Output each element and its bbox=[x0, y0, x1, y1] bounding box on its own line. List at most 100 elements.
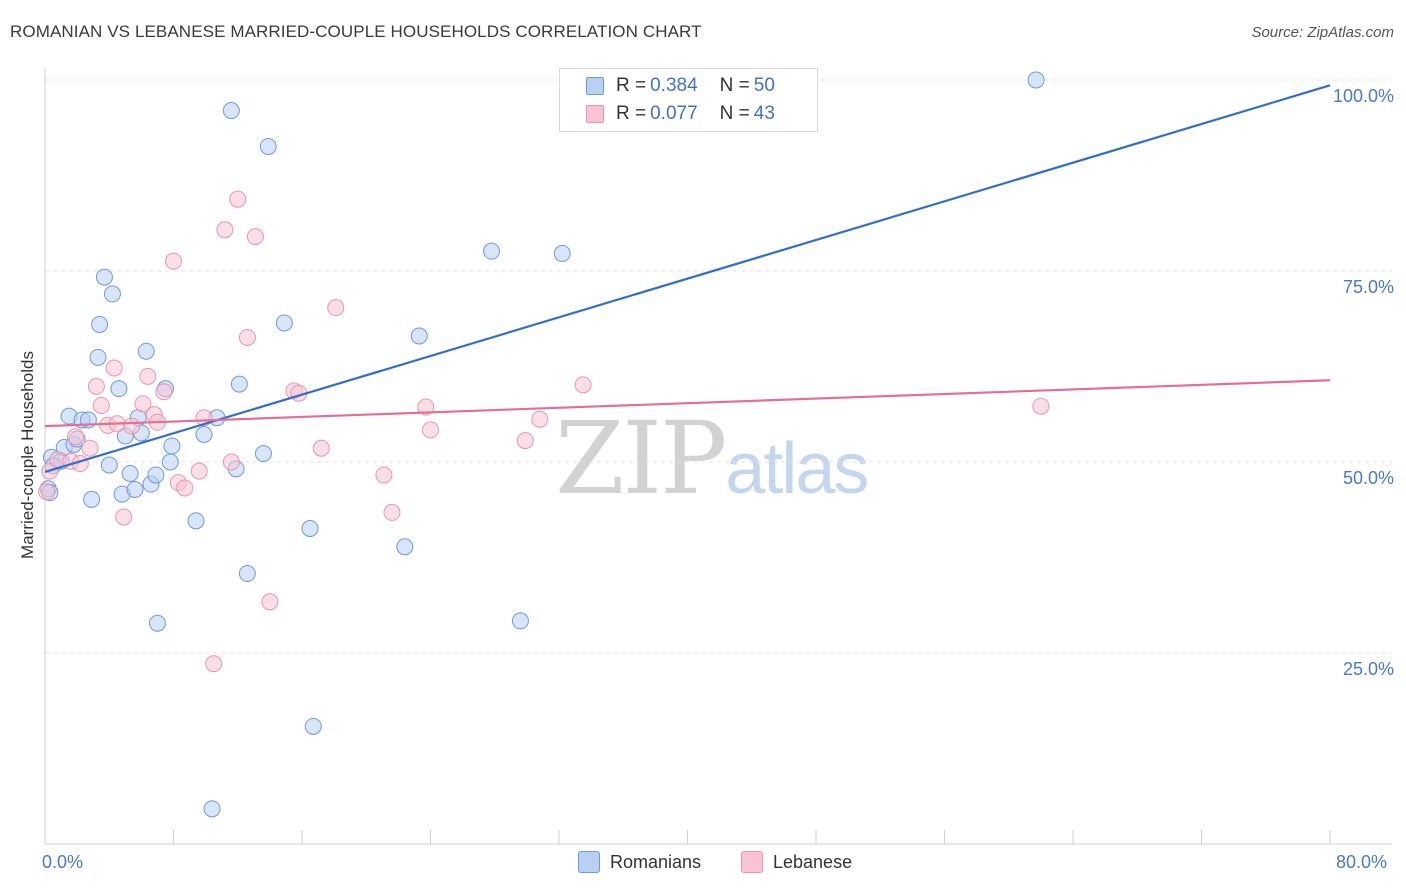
lebanese-point bbox=[176, 479, 194, 497]
lebanese-point bbox=[139, 367, 157, 385]
lebanese-point bbox=[312, 439, 330, 457]
y-tick-label: 50.0% bbox=[1342, 468, 1394, 488]
romanians-swatch bbox=[586, 77, 604, 95]
romanian-point bbox=[553, 244, 571, 262]
romanian-point bbox=[238, 565, 256, 583]
chart-title: ROMANIAN VS LEBANESE MARRIED-COUPLE HOUS… bbox=[10, 22, 702, 41]
lebanese-point bbox=[81, 439, 99, 457]
romanian-point bbox=[103, 285, 121, 303]
lebanese-point bbox=[516, 432, 534, 450]
legend-item-lebanese[interactable]: Lebanese bbox=[741, 851, 852, 873]
axes bbox=[44, 68, 1392, 845]
romanian-point bbox=[137, 342, 155, 360]
r-value: 0.077 bbox=[650, 103, 698, 124]
romanian-point bbox=[410, 327, 428, 345]
romanians-trend-line bbox=[44, 84, 1331, 473]
romanian-point bbox=[301, 519, 319, 537]
lebanese-point bbox=[92, 396, 110, 414]
y-tick-label: 75.0% bbox=[1342, 277, 1394, 297]
lebanese-point bbox=[115, 508, 133, 526]
lebanese-point bbox=[417, 398, 435, 416]
romanian-point bbox=[83, 490, 101, 508]
lebanese-point bbox=[222, 453, 240, 471]
lebanese-point bbox=[190, 462, 208, 480]
lebanese-point bbox=[327, 299, 345, 317]
legend-row-lebanese: R = 0.077 N = 43 bbox=[586, 102, 775, 126]
romanian-point bbox=[483, 242, 501, 260]
n-value: 43 bbox=[753, 103, 775, 124]
trend-lines bbox=[44, 84, 1331, 473]
lebanese-point bbox=[422, 421, 439, 439]
lebanese-point bbox=[195, 409, 213, 427]
lebanese-point bbox=[238, 328, 256, 346]
romanian-point bbox=[161, 453, 179, 471]
watermark-atlas: atlas bbox=[725, 429, 869, 509]
lebanese-point bbox=[261, 593, 279, 611]
watermark: ZIPatlas bbox=[555, 400, 869, 517]
lebanese-point bbox=[383, 503, 401, 521]
romanian-point bbox=[222, 102, 240, 120]
romanian-point bbox=[91, 315, 109, 333]
lebanese-point bbox=[155, 383, 173, 401]
lebanese-point bbox=[87, 377, 105, 395]
lebanese-point bbox=[123, 417, 141, 435]
romanians-points bbox=[39, 71, 1045, 818]
romanian-point bbox=[110, 380, 128, 398]
y-tick-label: 25.0% bbox=[1342, 659, 1394, 679]
lebanese-point bbox=[1032, 397, 1050, 415]
lebanese-point bbox=[205, 655, 223, 673]
romanian-point bbox=[163, 437, 181, 455]
romanian-point bbox=[230, 375, 248, 393]
romanian-point bbox=[511, 612, 529, 630]
romanian-point bbox=[126, 481, 144, 499]
legend-label: Lebanese bbox=[773, 851, 853, 872]
lebanese-point bbox=[38, 483, 56, 501]
y-axis-label: Married-couple Households bbox=[18, 351, 37, 559]
romanian-point bbox=[254, 445, 272, 463]
romanian-point bbox=[89, 348, 107, 366]
x-tick-label: 80.0% bbox=[1336, 852, 1388, 872]
romanian-point bbox=[259, 137, 277, 155]
y-tick-label: 100.0% bbox=[1332, 86, 1394, 106]
n-label: N = bbox=[719, 75, 750, 96]
lebanese-point bbox=[165, 252, 182, 270]
legend-item-romanians[interactable]: Romanians bbox=[578, 851, 701, 873]
romanian-point bbox=[396, 538, 414, 556]
n-label: N = bbox=[719, 103, 750, 124]
x-tick-label: 0.0% bbox=[42, 852, 84, 872]
lebanese-point bbox=[375, 466, 393, 484]
romanian-point bbox=[195, 425, 213, 443]
lebanese-point bbox=[134, 395, 152, 413]
lebanese-trend-line bbox=[44, 379, 1331, 428]
lebanese-point bbox=[67, 428, 85, 446]
lebanese-point bbox=[105, 359, 123, 377]
romanian-point bbox=[100, 456, 118, 474]
romanians-swatch bbox=[578, 851, 600, 873]
watermark-zip: ZIP bbox=[555, 400, 727, 517]
lebanese-point bbox=[531, 410, 549, 428]
r-value: 0.384 bbox=[650, 75, 698, 96]
legend-label: Romanians bbox=[610, 851, 702, 872]
legend-row-romanians: R = 0.384 N = 50 bbox=[586, 74, 775, 98]
romanian-point bbox=[1027, 71, 1045, 89]
lebanese-swatch bbox=[741, 851, 763, 873]
romanian-point bbox=[95, 268, 113, 286]
lebanese-points bbox=[38, 190, 1050, 673]
lebanese-point bbox=[246, 228, 264, 246]
romanian-point bbox=[148, 614, 166, 632]
source-label: Source: ZipAtlas.com bbox=[1251, 24, 1394, 41]
n-value: 50 bbox=[753, 75, 775, 96]
lebanese-swatch bbox=[586, 105, 604, 123]
romanian-point bbox=[203, 800, 221, 818]
stats-legend: R = 0.384 N = 50 R = 0.077 N = 43 bbox=[559, 68, 818, 132]
lebanese-point bbox=[229, 190, 247, 208]
romanian-point bbox=[121, 464, 139, 482]
r-label: R = bbox=[616, 75, 647, 96]
lebanese-point bbox=[574, 376, 592, 394]
lebanese-point bbox=[216, 221, 234, 239]
r-label: R = bbox=[616, 103, 647, 124]
romanian-point bbox=[147, 466, 165, 484]
romanian-point bbox=[304, 717, 322, 735]
romanian-point bbox=[187, 512, 205, 530]
